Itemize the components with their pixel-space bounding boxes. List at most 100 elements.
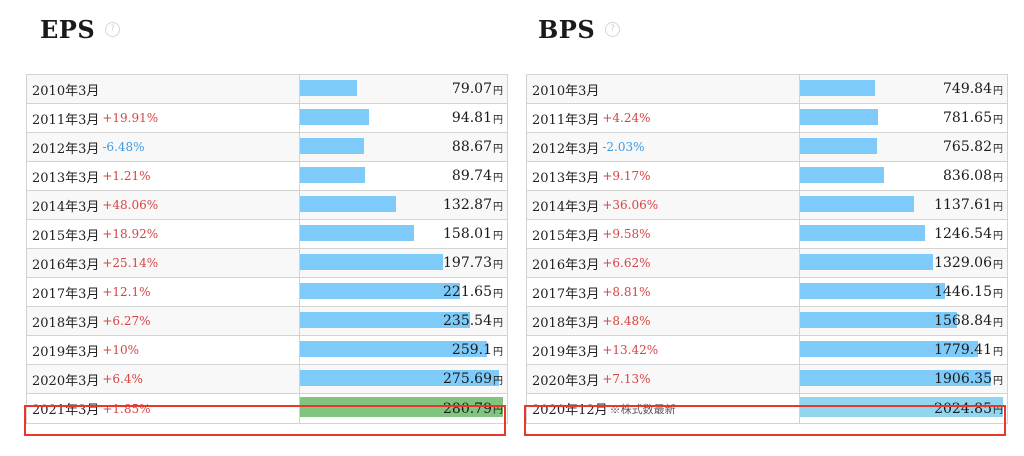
eps-row: 2013年3月 +1.21% 89.74 円 (27, 162, 507, 191)
bps-row: 2014年3月 +36.06% 1137.61 円 (527, 191, 1007, 220)
eps-currency-unit: 円 (493, 317, 503, 329)
bps-row: 2012年3月 -2.03% 765.82 円 (527, 133, 1007, 162)
eps-row-label: 2020年3月 +6.4% (27, 365, 300, 393)
bps-period: 2019年3月 (532, 344, 600, 360)
bps-bar (800, 138, 877, 154)
eps-value: 89.74 円 (452, 162, 503, 190)
eps-value-cell: 275.69 円 (300, 365, 507, 393)
bps-currency-unit: 円 (993, 143, 1003, 155)
bps-title-row: BPS ? (538, 14, 621, 44)
bps-row-label: 2014年3月 +36.06% (527, 191, 800, 219)
eps-change: +10% (102, 343, 140, 357)
eps-row: 2010年3月 79.07 円 (27, 75, 507, 104)
bps-value: 1446.15 円 (934, 278, 1003, 306)
eps-change: +18.92% (102, 227, 159, 241)
bps-value: 1329.06 円 (934, 249, 1003, 277)
eps-currency-unit: 円 (493, 114, 503, 126)
eps-row: 2011年3月 +19.91% 94.81 円 (27, 104, 507, 133)
eps-bar (300, 254, 443, 270)
eps-change: +25.14% (102, 256, 159, 270)
eps-value: 88.67 円 (452, 133, 503, 161)
bps-currency-unit: 円 (993, 405, 1003, 416)
bps-value-cell: 749.84 円 (800, 75, 1007, 103)
eps-period: 2020年3月 (32, 373, 100, 389)
eps-value: 94.81 円 (452, 104, 503, 132)
bps-bar (800, 109, 878, 125)
bps-currency-unit: 円 (993, 375, 1003, 387)
bps-value: 2024.85 円 (934, 394, 1003, 423)
bps-bar (800, 80, 875, 96)
eps-bar (300, 109, 369, 125)
eps-help-icon[interactable]: ? (105, 21, 121, 37)
bps-period: 2011年3月 (532, 112, 600, 128)
eps-currency-unit: 円 (493, 288, 503, 300)
eps-period: 2021年3月 (32, 403, 100, 418)
eps-row-label: 2011年3月 +19.91% (27, 104, 300, 132)
eps-row: 2020年3月 +6.4% 275.69 円 (27, 365, 507, 394)
bps-value: 836.08 円 (943, 162, 1003, 190)
bps-row: 2011年3月 +4.24% 781.65 円 (527, 104, 1007, 133)
bps-value-number: 781.65 (943, 110, 992, 126)
eps-row-label: 2014年3月 +48.06% (27, 191, 300, 219)
eps-value-cell: 235.54 円 (300, 307, 507, 335)
bps-bar (800, 312, 957, 328)
eps-row: 2021年3月 +1.85% 280.79 円 (27, 394, 507, 423)
bps-row-label: 2010年3月 (527, 75, 800, 103)
eps-currency-unit: 円 (493, 143, 503, 155)
eps-value: 79.07 円 (452, 75, 503, 103)
eps-value: 158.01 円 (443, 220, 503, 248)
eps-row-label: 2018年3月 +6.27% (27, 307, 300, 335)
eps-currency-unit: 円 (493, 85, 503, 97)
bps-value-number: 1906.35 (934, 371, 992, 387)
bps-row: 2015年3月 +9.58% 1246.54 円 (527, 220, 1007, 249)
eps-currency-unit: 円 (493, 201, 503, 213)
bps-bar (800, 167, 884, 183)
bps-row-label: 2016年3月 +6.62% (527, 249, 800, 277)
bps-value: 1906.35 円 (934, 365, 1003, 393)
bps-value: 765.82 円 (943, 133, 1003, 161)
bps-bar (800, 254, 933, 270)
eps-value-number: 197.73 (443, 255, 492, 271)
eps-title: EPS (40, 14, 96, 44)
eps-value: 221.65 円 (443, 278, 503, 306)
eps-period: 2013年3月 (32, 170, 100, 186)
bps-value-cell: 1329.06 円 (800, 249, 1007, 277)
eps-period: 2015年3月 (32, 228, 100, 244)
eps-currency-unit: 円 (493, 405, 503, 416)
bps-value-cell: 1906.35 円 (800, 365, 1007, 393)
bps-period: 2017年3月 (532, 286, 600, 302)
eps-value-cell: 259.1 円 (300, 336, 507, 364)
bps-value-cell: 1446.15 円 (800, 278, 1007, 306)
bps-value: 1779.41 円 (934, 336, 1003, 364)
eps-bar (300, 397, 503, 417)
eps-row: 2015年3月 +18.92% 158.01 円 (27, 220, 507, 249)
eps-period: 2012年3月 (32, 141, 100, 157)
bps-row: 2019年3月 +13.42% 1779.41 円 (527, 336, 1007, 365)
bps-value-number: 1246.54 (934, 226, 992, 242)
bps-change: -2.03% (602, 140, 645, 154)
eps-title-row: EPS ? (40, 14, 121, 44)
eps-value-cell: 89.74 円 (300, 162, 507, 190)
bps-value: 749.84 円 (943, 75, 1003, 103)
eps-bar (300, 312, 470, 328)
eps-bar (300, 370, 499, 386)
eps-value-cell: 94.81 円 (300, 104, 507, 132)
bps-change: +36.06% (602, 198, 659, 212)
bps-value-number: 1137.61 (934, 197, 992, 213)
bps-value-cell: 1568.84 円 (800, 307, 1007, 335)
bps-help-icon[interactable]: ? (605, 21, 621, 37)
bps-period: 2015年3月 (532, 228, 600, 244)
eps-row: 2012年3月 -6.48% 88.67 円 (27, 133, 507, 162)
bps-row: 2016年3月 +6.62% 1329.06 円 (527, 249, 1007, 278)
eps-row: 2016年3月 +25.14% 197.73 円 (27, 249, 507, 278)
bps-value: 1246.54 円 (934, 220, 1003, 248)
eps-change: +1.85% (102, 401, 151, 416)
bps-period: 2012年3月 (532, 141, 600, 157)
bps-period: 2020年3月 (532, 373, 600, 389)
bps-bar (800, 341, 978, 357)
bps-value-cell: 2024.85 円 (800, 394, 1007, 423)
bps-period: 2018年3月 (532, 315, 600, 331)
bps-value-cell: 781.65 円 (800, 104, 1007, 132)
bps-value-number: 1446.15 (934, 284, 992, 300)
eps-row-label: 2010年3月 (27, 75, 300, 103)
